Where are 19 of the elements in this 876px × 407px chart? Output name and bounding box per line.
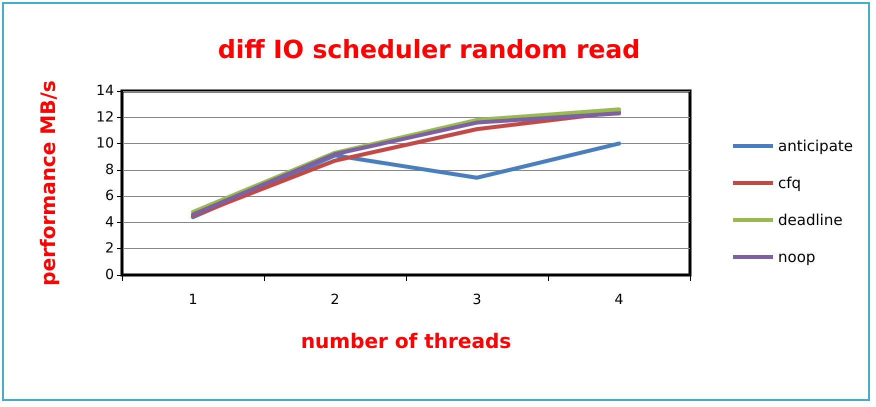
y-tick-label: 8 bbox=[105, 162, 114, 178]
legend-label: cfq bbox=[778, 174, 802, 192]
x-tick-label: 2 bbox=[330, 292, 340, 308]
x-tick-label: 4 bbox=[614, 292, 624, 308]
y-tick-label: 6 bbox=[105, 188, 114, 204]
x-tick-label: 3 bbox=[472, 292, 482, 308]
x-tick-label: 1 bbox=[188, 292, 198, 308]
legend-label: deadline bbox=[778, 211, 843, 229]
x-axis-title: number of threads bbox=[300, 329, 512, 353]
y-tick-label: 2 bbox=[105, 240, 114, 257]
y-tick-label: 0 bbox=[105, 267, 114, 283]
y-tick-label: 4 bbox=[105, 214, 114, 230]
y-tick-label: 10 bbox=[96, 136, 114, 152]
legend-label: anticipate bbox=[778, 137, 854, 155]
y-tick-label: 14 bbox=[96, 83, 114, 99]
chart-title: diff IO scheduler random read bbox=[218, 35, 640, 64]
y-tick-label: 12 bbox=[96, 109, 114, 126]
y-axis-title: performance MB/s bbox=[36, 80, 60, 286]
legend-label: noop bbox=[778, 248, 816, 266]
